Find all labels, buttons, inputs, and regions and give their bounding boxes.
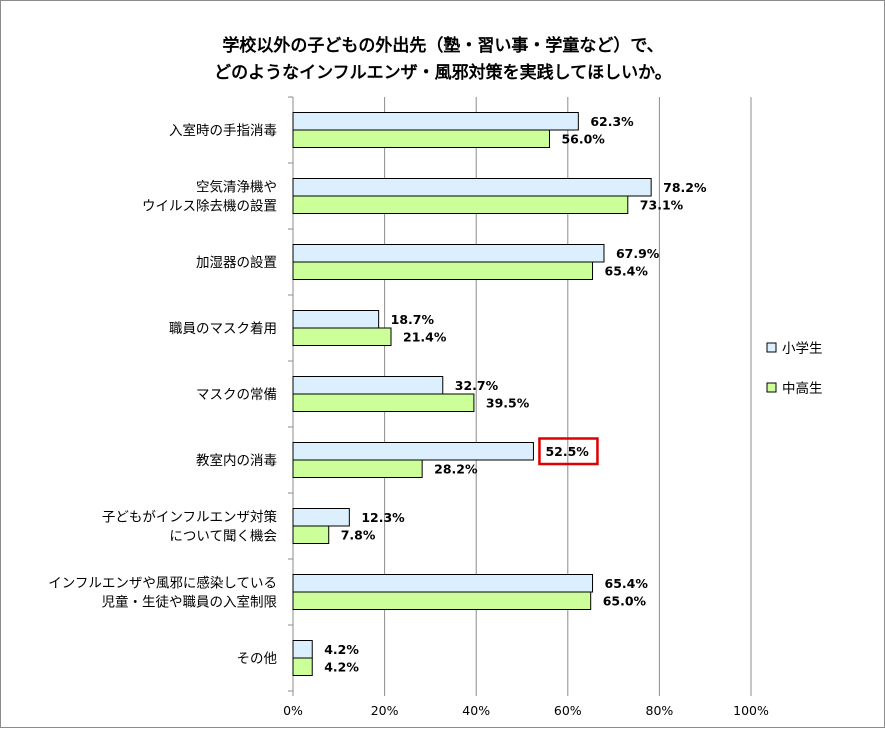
data-label: 65.0% (603, 593, 647, 608)
bar-chukosei (292, 393, 475, 412)
data-label: 4.2% (324, 642, 359, 657)
category-label: 教室内の消毒 (196, 452, 277, 469)
legend-label: 中高生 (782, 380, 823, 397)
x-tick-label: 40% (462, 703, 490, 718)
data-label: 65.4% (605, 576, 649, 591)
x-tick-label: 0% (283, 703, 303, 718)
data-label: 21.4% (403, 329, 447, 344)
bar-shogakusei (292, 442, 534, 461)
x-tick-label: 60% (554, 703, 582, 718)
bar-shogakusei (292, 508, 350, 527)
category-label: 職員のマスク着用 (169, 320, 277, 337)
data-label: 28.2% (434, 461, 478, 476)
category-label: 入室時の手指消毒 (169, 122, 277, 139)
data-label: 39.5% (486, 395, 530, 410)
chart-title-line: 学校以外の子どもの外出先（塾・習い事・学童など）で、 (222, 35, 663, 56)
legend-swatch (766, 382, 777, 393)
bar-chukosei (292, 195, 629, 214)
bars: 62.3% 56.0% 78.2% 73.1% 67.9% 65.4% 18.7% 21.4%… (292, 112, 707, 676)
bar-shogakusei (292, 244, 605, 263)
data-label: 67.9% (616, 246, 660, 261)
data-label: 4.2% (324, 659, 359, 674)
x-tick-label: 20% (371, 703, 399, 718)
bar-shogakusei (292, 574, 594, 593)
bar-chukosei (292, 261, 594, 280)
data-label: 32.7% (455, 378, 499, 393)
x-tick-label: 80% (646, 703, 674, 718)
data-label: 12.3% (361, 510, 405, 525)
data-label: 78.2% (663, 180, 707, 195)
category-label: インフルエンザや風邪に感染している (48, 575, 277, 592)
bar-chukosei (292, 657, 313, 676)
bar-chukosei (292, 327, 392, 346)
data-label: 56.0% (561, 131, 605, 146)
bar-shogakusei (292, 376, 444, 395)
data-label: 62.3% (590, 114, 634, 129)
x-tick-label: 100% (733, 703, 769, 718)
category-label: 児童・生徒や職員の入室制限 (102, 594, 278, 611)
bar-chukosei (292, 591, 592, 610)
bar-shogakusei (292, 310, 380, 329)
data-label: 73.1% (640, 197, 684, 212)
x-axis-ticks: 0% 20% 40% 60% 80% 100% (283, 691, 769, 718)
legend-label: 小学生 (782, 341, 823, 357)
bar-chukosei (292, 129, 550, 148)
data-label: 7.8% (341, 527, 376, 542)
bar-chukosei (292, 525, 330, 544)
data-label: 65.4% (605, 263, 649, 278)
bar-shogakusei (292, 112, 579, 131)
chart-title: 学校以外の子どもの外出先（塾・習い事・学童など）で、どのようなインフルエンザ・風… (214, 35, 672, 83)
bar-shogakusei (292, 178, 652, 197)
category-label: 加湿器の設置 (196, 255, 277, 271)
legend-swatch (766, 342, 777, 353)
data-label: 18.7% (391, 312, 435, 327)
category-label: マスクの常備 (196, 387, 277, 403)
category-label: について聞く機会 (169, 529, 277, 545)
highlight-box (538, 437, 599, 466)
chart-title-line: どのようなインフルエンザ・風邪対策を実践してほしいか。 (214, 62, 672, 83)
category-labels: 入室時の手指消毒空気清浄機やウイルス除去機の設置加湿器の設置職員のマスク着用マス… (48, 122, 277, 667)
category-label: 子どもがインフルエンザ対策 (102, 509, 278, 526)
category-label: その他 (237, 651, 278, 667)
category-label: 空気清浄機や (196, 180, 277, 196)
category-label: ウイルス除去機の設置 (142, 199, 277, 215)
bar-chukosei (292, 459, 423, 478)
bar-shogakusei (292, 640, 313, 659)
data-label: 52.5% (545, 444, 589, 459)
